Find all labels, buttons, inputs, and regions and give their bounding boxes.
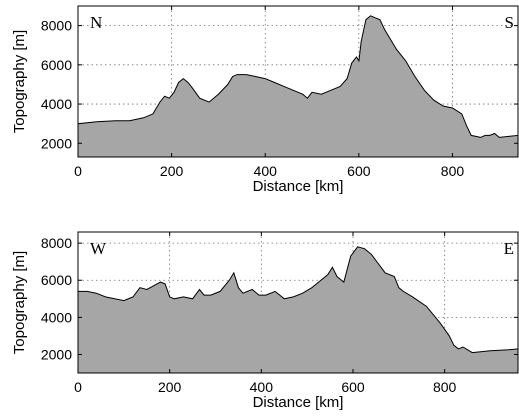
y-tick-label-2000: 2000 [41, 135, 72, 151]
x-axis-label-top: Distance [km] [253, 178, 344, 195]
x-tick-labels-bottom: 0 200 400 600 800 [74, 379, 456, 395]
x-tick-label-0: 0 [74, 163, 82, 179]
topography-profile-area-top [77, 15, 519, 158]
y-axis-label-top: Topography [m] [11, 30, 28, 133]
x-tick-label-200: 200 [160, 163, 184, 179]
y-tick-label-2000: 2000 [41, 346, 72, 362]
y-tick-label-4000: 4000 [41, 96, 72, 112]
y-tick-label-8000: 8000 [41, 18, 72, 34]
x-tick-label-400: 400 [254, 163, 278, 179]
y-tick-label-8000: 8000 [41, 235, 72, 251]
y-tick-label-6000: 6000 [41, 272, 72, 288]
plot-frame-top [77, 5, 519, 158]
tick-marks-bottom [77, 232, 518, 373]
corner-label-east: E [504, 239, 514, 258]
x-tick-label-600: 600 [347, 163, 371, 179]
profile-panel-bottom: 0 200 400 600 800 2000 4000 6000 8000 Distance … [11, 231, 519, 411]
y-tick-label-4000: 4000 [41, 309, 72, 325]
tick-marks-top [77, 6, 518, 157]
x-tick-label-600: 600 [341, 379, 365, 395]
corner-label-north: N [90, 13, 102, 32]
x-tick-label-0: 0 [74, 379, 82, 395]
x-tick-label-800: 800 [433, 379, 457, 395]
plot-frame-bottom [77, 231, 519, 374]
x-tick-label-800: 800 [441, 163, 465, 179]
y-tick-labels-top: 2000 4000 6000 8000 [41, 18, 72, 152]
y-tick-label-6000: 6000 [41, 57, 72, 73]
x-tick-label-200: 200 [158, 379, 182, 395]
x-tick-label-400: 400 [250, 379, 274, 395]
x-axis-label-bottom: Distance [km] [253, 394, 344, 411]
topography-profile-area-bottom [77, 246, 519, 374]
x-tick-labels-top: 0 200 400 600 800 [74, 163, 464, 179]
corner-label-south: S [505, 13, 514, 32]
y-tick-labels-bottom: 2000 4000 6000 8000 [41, 235, 72, 362]
y-axis-label-bottom: Topography [m] [11, 251, 28, 354]
profile-panel-top: 0 200 400 600 800 2000 4000 6000 8000 Distance … [11, 5, 519, 195]
corner-label-west: W [90, 239, 107, 258]
